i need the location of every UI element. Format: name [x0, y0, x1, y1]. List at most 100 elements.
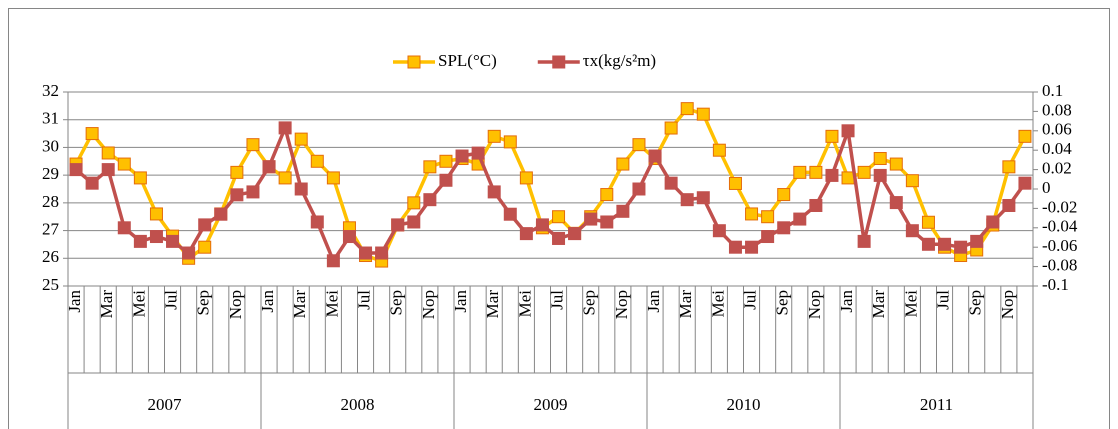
x-tick-label: Mei: [901, 290, 920, 318]
series-marker: [873, 168, 887, 182]
y2-tick-label: 0.02: [1042, 159, 1072, 178]
series-marker: [326, 171, 340, 185]
x-group-label: 2011: [920, 395, 953, 414]
x-tick-label: Sep: [773, 290, 792, 316]
series-marker: [1002, 160, 1016, 174]
series-marker: [889, 196, 903, 210]
series-marker: [359, 246, 373, 260]
series-marker: [198, 218, 212, 232]
x-tick-label: Mei: [129, 290, 148, 318]
series-marker: [921, 215, 935, 229]
x-tick-label: Mei: [515, 290, 534, 318]
series-marker: [230, 165, 244, 179]
series-marker: [632, 138, 646, 152]
series-marker: [455, 149, 469, 163]
x-tick-label: Mar: [676, 290, 695, 319]
series-marker: [793, 165, 807, 179]
y2-tick-label: 0.04: [1042, 139, 1072, 158]
series-marker: [841, 124, 855, 138]
x-tick-label: Mar: [97, 290, 116, 319]
series-marker: [825, 129, 839, 143]
series-marker: [889, 157, 903, 171]
series-marker: [664, 176, 678, 190]
y2-tick-label: -0.04: [1042, 217, 1078, 236]
y2-tick-label: 0.06: [1042, 120, 1072, 139]
series-marker: [648, 149, 662, 163]
series-marker: [970, 234, 984, 248]
series-marker: [101, 146, 115, 160]
series-marker: [986, 215, 1000, 229]
series-marker: [149, 230, 163, 244]
x-tick-label: Jul: [933, 290, 952, 310]
series-marker: [712, 224, 726, 238]
x-tick-label: Mei: [322, 290, 341, 318]
series-marker: [262, 160, 276, 174]
series-marker: [857, 234, 871, 248]
x-tick-label: Jan: [451, 290, 470, 313]
series-marker: [85, 176, 99, 190]
series-marker: [117, 157, 131, 171]
series-marker: [809, 198, 823, 212]
y-tick-label: 30: [42, 136, 59, 155]
series-marker: [680, 102, 694, 116]
x-tick-label: Jul: [547, 290, 566, 310]
x-tick-label: Nop: [612, 290, 631, 319]
series-marker: [407, 196, 421, 210]
series-marker: [326, 254, 340, 268]
series-marker: [294, 132, 308, 146]
series-marker: [246, 138, 260, 152]
series-marker: [938, 237, 952, 251]
series-marker: [375, 246, 389, 260]
series-marker: [519, 171, 533, 185]
series-marker: [342, 230, 356, 244]
x-tick-label: Sep: [580, 290, 599, 316]
series-marker: [198, 240, 212, 254]
legend-marker: [552, 55, 566, 69]
series-marker: [696, 107, 710, 121]
series-marker: [664, 121, 678, 135]
series-marker: [905, 174, 919, 188]
series-marker: [133, 234, 147, 248]
series-marker: [149, 207, 163, 221]
x-tick-label: Nop: [419, 290, 438, 319]
y2-tick-label: -0.06: [1042, 236, 1077, 255]
y2-tick-label: -0.02: [1042, 197, 1077, 216]
series-marker: [182, 246, 196, 260]
series-marker: [294, 182, 308, 196]
y-tick-label: 26: [42, 247, 59, 266]
series-marker: [503, 135, 517, 149]
series-marker: [535, 218, 549, 232]
x-tick-label: Jan: [644, 290, 663, 313]
y-tick-label: 31: [42, 109, 59, 128]
series-marker: [439, 173, 453, 187]
series-marker: [584, 212, 598, 226]
y2-tick-label: 0: [1042, 178, 1051, 197]
series-marker: [761, 210, 775, 224]
series-marker: [487, 185, 501, 199]
series-marker: [761, 230, 775, 244]
series-marker: [728, 240, 742, 254]
series-marker: [616, 204, 630, 218]
series-marker: [407, 215, 421, 229]
y-tick-label: 32: [42, 81, 59, 100]
x-tick-label: Sep: [387, 290, 406, 316]
series-marker: [905, 224, 919, 238]
series-marker: [921, 237, 935, 251]
y2-tick-label: 0.1: [1042, 81, 1063, 100]
x-tick-label: Jan: [65, 290, 84, 313]
series-marker: [166, 234, 180, 248]
x-tick-label: Mar: [869, 290, 888, 319]
y-tick-label: 27: [42, 219, 60, 238]
series-marker: [85, 127, 99, 141]
series-marker: [1018, 176, 1032, 190]
series-marker: [471, 146, 485, 160]
series-marker: [728, 176, 742, 190]
x-group-label: 2010: [727, 395, 761, 414]
legend-label: SPL(°C): [438, 51, 497, 70]
series-marker: [745, 240, 759, 254]
series-marker: [69, 163, 83, 177]
x-tick-label: Nop: [998, 290, 1017, 319]
series-marker: [696, 191, 710, 205]
series-marker: [278, 171, 292, 185]
